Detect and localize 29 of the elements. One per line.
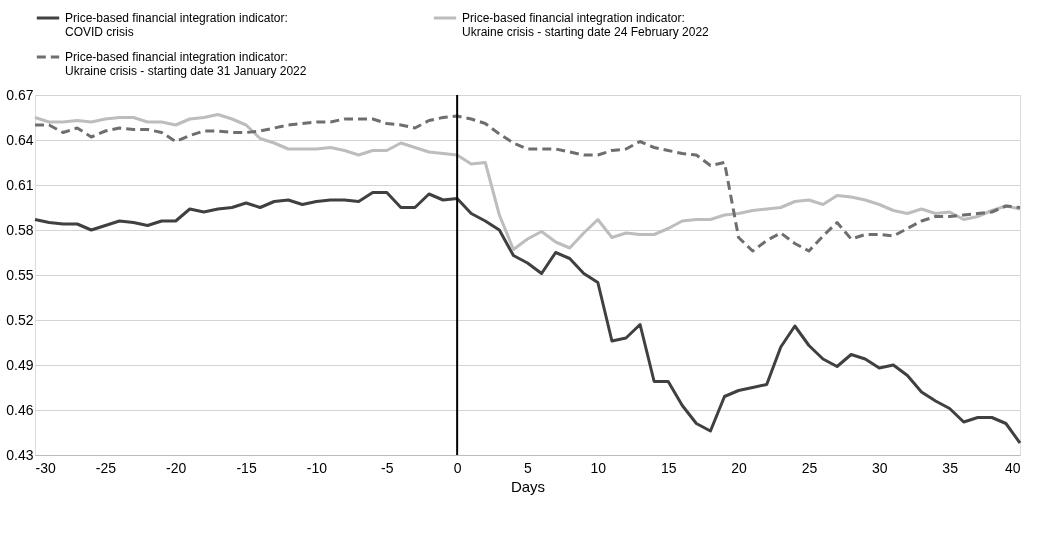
x-tick-label: -5 xyxy=(381,459,394,476)
y-tick-label: 0.61 xyxy=(6,176,34,193)
x-tick-label: -20 xyxy=(166,459,187,476)
x-tick-label: -10 xyxy=(306,459,328,476)
legend-label: Price-based financial integration indicator: COVID crisis xyxy=(65,11,288,39)
y-tick-label: 0.67 xyxy=(6,86,34,103)
x-tick-label: 0 xyxy=(453,459,462,476)
x-tick-label: 20 xyxy=(731,459,748,476)
y-tick-label: 0.55 xyxy=(6,266,34,283)
x-tick-label: 5 xyxy=(524,459,533,476)
y-tick-label: 0.52 xyxy=(6,311,34,328)
legend-label: Price-based financial integration indicator: Ukraine crisis - starting date 31 January 2022 xyxy=(65,50,307,78)
x-tick-label: -30 xyxy=(35,459,56,476)
x-tick-label: 15 xyxy=(660,459,677,476)
line-series xyxy=(33,191,1022,445)
y-tick-label: 0.58 xyxy=(6,221,34,238)
x-axis-title: Days xyxy=(510,477,546,495)
x-tick-label: -15 xyxy=(236,459,257,476)
x-tick-label: 40 xyxy=(1004,459,1021,476)
x-tick-label: 25 xyxy=(801,459,818,476)
x-tick-label: 35 xyxy=(942,459,959,476)
y-tick-label: 0.46 xyxy=(6,401,34,418)
x-tick-label: 30 xyxy=(872,459,888,476)
x-tick-label: 10 xyxy=(590,459,607,476)
legend-label: Price-based financial integration indicator: Ukraine crisis - starting date 24 February 2022 xyxy=(462,11,710,39)
y-tick-label: 0.43 xyxy=(6,446,34,463)
y-tick-label: 0.64 xyxy=(6,131,34,148)
y-tick-label: 0.49 xyxy=(6,356,34,373)
x-tick-label: -25 xyxy=(95,459,117,476)
